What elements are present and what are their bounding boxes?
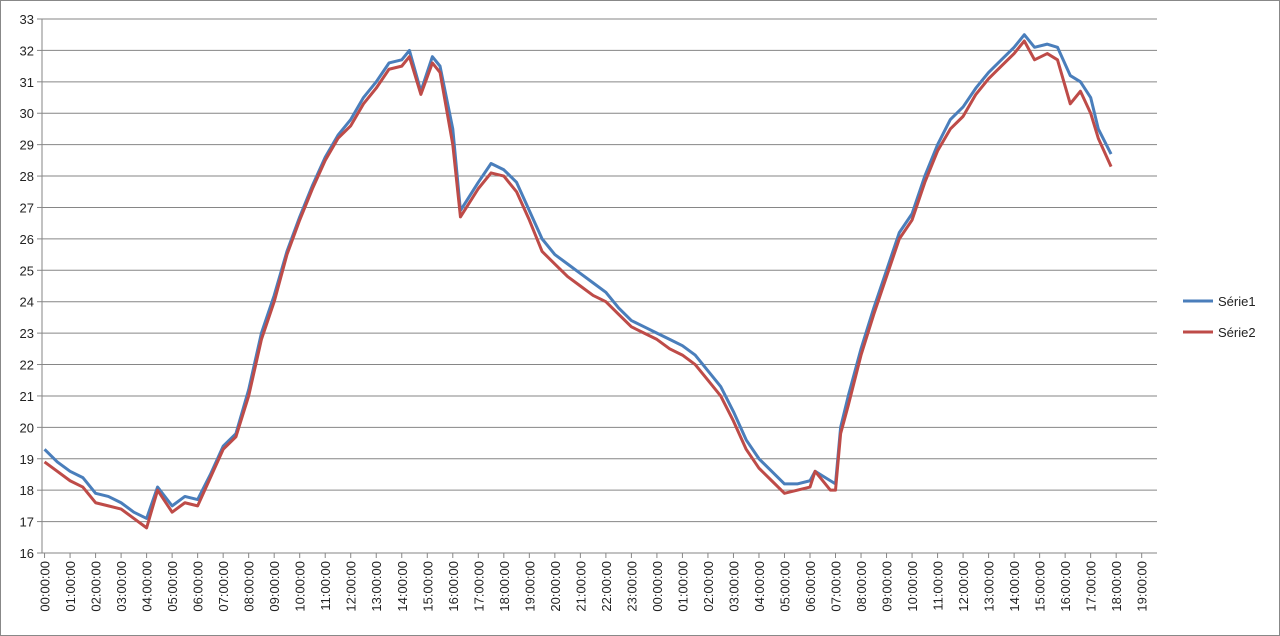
x-tick-label: 08:00:00 — [854, 561, 869, 612]
y-tick-label: 16 — [20, 546, 34, 561]
x-tick-label: 13:00:00 — [982, 561, 997, 612]
x-tick-label: 21:00:00 — [573, 561, 588, 612]
x-tick-label: 03:00:00 — [114, 561, 129, 612]
x-tick-label: 13:00:00 — [369, 561, 384, 612]
x-tick-label: 04:00:00 — [752, 561, 767, 612]
x-tick-label: 02:00:00 — [89, 561, 104, 612]
y-tick-label: 23 — [20, 326, 34, 341]
y-tick-label: 29 — [20, 138, 34, 153]
x-tick-label: 01:00:00 — [63, 561, 78, 612]
x-tick-label: 23:00:00 — [624, 561, 639, 612]
x-tick-label: 16:00:00 — [446, 561, 461, 612]
x-tick-label: 10:00:00 — [905, 561, 920, 612]
x-tick-label: 09:00:00 — [267, 561, 282, 612]
y-tick-label: 20 — [20, 420, 34, 435]
x-tick-label: 15:00:00 — [420, 561, 435, 612]
x-tick-label: 05:00:00 — [165, 561, 180, 612]
x-tick-label: 11:00:00 — [318, 561, 333, 611]
x-tick-label: 07:00:00 — [829, 561, 844, 612]
legend-label: Série1 — [1218, 294, 1256, 309]
y-tick-label: 21 — [20, 389, 34, 404]
x-tick-label: 06:00:00 — [191, 561, 206, 612]
x-tick-label: 18:00:00 — [1109, 561, 1124, 612]
x-tick-label: 22:00:00 — [599, 561, 614, 612]
x-tick-label: 14:00:00 — [395, 561, 410, 612]
y-tick-label: 25 — [20, 263, 34, 278]
x-tick-label: 09:00:00 — [880, 561, 895, 612]
x-tick-label: 19:00:00 — [1135, 561, 1150, 612]
x-tick-label: 17:00:00 — [1084, 561, 1099, 612]
x-tick-label: 08:00:00 — [242, 561, 257, 612]
y-tick-label: 19 — [20, 452, 34, 467]
x-tick-label: 15:00:00 — [1033, 561, 1048, 612]
x-tick-label: 04:00:00 — [140, 561, 155, 612]
series-line — [43, 39, 1113, 530]
legend-label: Série2 — [1218, 325, 1256, 340]
y-tick-label: 33 — [20, 12, 34, 27]
y-tick-label: 28 — [20, 169, 34, 184]
x-tick-label: 12:00:00 — [956, 561, 971, 612]
x-tick-label: 20:00:00 — [548, 561, 563, 612]
x-tick-label: 03:00:00 — [726, 561, 741, 612]
y-tick-label: 27 — [20, 200, 34, 215]
x-tick-label: 00:00:00 — [650, 561, 665, 612]
y-tick-label: 18 — [20, 483, 34, 498]
x-tick-label: 19:00:00 — [522, 561, 537, 612]
y-tick-label: 17 — [20, 515, 34, 530]
x-tick-label: 12:00:00 — [344, 561, 359, 612]
x-tick-label: 02:00:00 — [701, 561, 716, 612]
y-tick-label: 30 — [20, 106, 34, 121]
x-tick-label: 17:00:00 — [471, 561, 486, 612]
x-tick-label: 10:00:00 — [293, 561, 308, 612]
x-tick-label: 06:00:00 — [803, 561, 818, 612]
x-tick-label: 01:00:00 — [675, 561, 690, 612]
series-line — [43, 33, 1113, 520]
y-tick-label: 22 — [20, 358, 34, 373]
x-tick-label: 11:00:00 — [931, 561, 946, 611]
x-tick-label: 16:00:00 — [1058, 561, 1073, 612]
x-tick-label: 07:00:00 — [216, 561, 231, 612]
x-tick-label: 00:00:00 — [38, 561, 53, 612]
x-tick-label: 14:00:00 — [1007, 561, 1022, 612]
y-tick-label: 31 — [20, 75, 34, 90]
x-tick-label: 05:00:00 — [777, 561, 792, 612]
y-tick-label: 26 — [20, 232, 34, 247]
y-tick-label: 32 — [20, 43, 34, 58]
y-tick-label: 24 — [20, 295, 34, 310]
x-tick-label: 18:00:00 — [497, 561, 512, 612]
